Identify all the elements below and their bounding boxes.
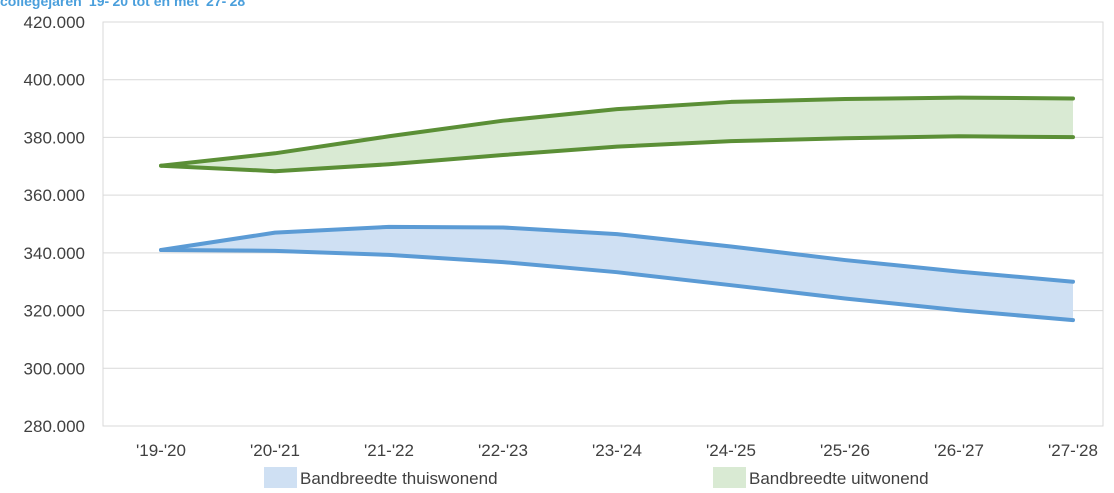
- legend-label-uitwonend: Bandbreedte uitwonend: [749, 469, 929, 488]
- legend-swatch-thuiswonend: [264, 467, 297, 488]
- x-tick-label: '26-'27: [934, 441, 984, 460]
- band-fill-uitwonend: [161, 97, 1073, 172]
- y-tick-label: 400.000: [24, 71, 85, 90]
- band-lower-line-uitwonend: [159, 134, 1075, 174]
- plot-border: [102, 21, 1104, 427]
- y-tick-label: 320.000: [24, 302, 85, 321]
- x-tick-label: '27-'28: [1048, 441, 1098, 460]
- bands: [159, 95, 1075, 323]
- y-tick-label: 300.000: [24, 359, 85, 378]
- y-tick-label: 280.000: [24, 417, 85, 436]
- x-tick-label: '19-'20: [136, 441, 186, 460]
- x-tick-label: '23-'24: [592, 441, 642, 460]
- y-tick-label: 340.000: [24, 244, 85, 263]
- y-tick-label: 380.000: [24, 128, 85, 147]
- y-tick-label: 360.000: [24, 186, 85, 205]
- legend-label-thuiswonend: Bandbreedte thuiswonend: [300, 469, 498, 488]
- chart-title: collegejaren '19-'20 tot en met '27-'28: [0, 0, 246, 9]
- axes: 280.000 300.000 320.000 340.000 360.000 380.0…: [24, 13, 1098, 460]
- x-tick-label: '20-'21: [250, 441, 300, 460]
- x-tick-label: '21-'22: [364, 441, 414, 460]
- band-upper-line-uitwonend: [159, 95, 1075, 168]
- gridlines: [102, 21, 1104, 427]
- x-tick-label: '22-'23: [478, 441, 528, 460]
- x-tick-label: '25-'26: [820, 441, 870, 460]
- legend-swatch-uitwonend: [713, 467, 746, 488]
- band-upper-line-thuiswonend: [159, 224, 1075, 284]
- y-tick-label: 420.000: [24, 13, 85, 32]
- legend: Bandbreedte thuiswonend Bandbreedte uitwo…: [264, 467, 929, 488]
- band-lower-line-thuiswonend: [159, 247, 1075, 323]
- x-tick-label: '24-'25: [706, 441, 756, 460]
